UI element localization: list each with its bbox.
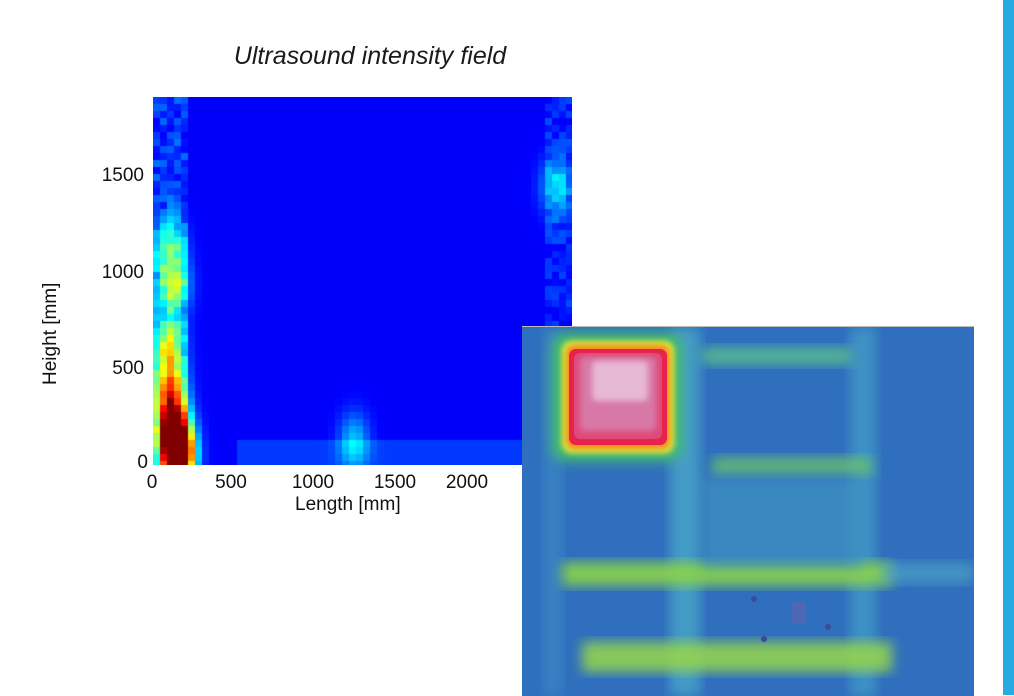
x-tick-label: 0 (122, 472, 182, 494)
thermal-image (522, 327, 974, 696)
y-tick-label: 500 (84, 358, 144, 380)
y-tick-label: 1000 (84, 262, 144, 284)
x-tick-label: 2000 (437, 472, 497, 494)
heatmap-canvas (153, 97, 572, 465)
y-tick-label: 1500 (84, 165, 144, 187)
chart-title: Ultrasound intensity field (150, 42, 590, 71)
x-tick-label: 500 (201, 472, 261, 494)
thermal-image-inset (522, 326, 974, 696)
heatmap-plot-area (153, 97, 572, 465)
right-accent-bar (1003, 0, 1014, 695)
x-axis-label: Length [mm] (295, 494, 401, 516)
x-tick-label: 1000 (283, 472, 343, 494)
x-tick-label: 1500 (365, 472, 425, 494)
y-tick-label: 0 (88, 452, 148, 474)
y-axis-label: Height [mm] (40, 283, 62, 385)
